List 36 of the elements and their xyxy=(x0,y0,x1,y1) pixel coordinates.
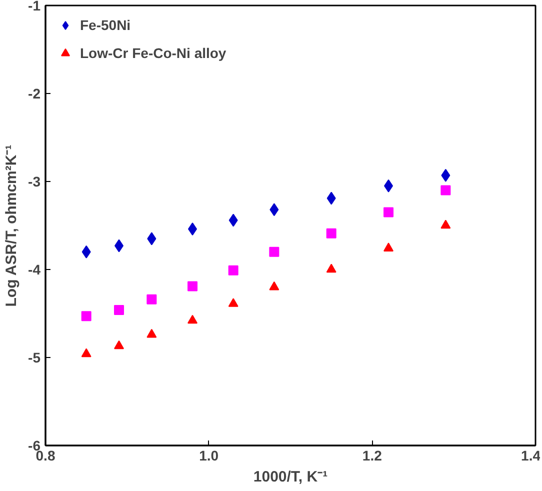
point xyxy=(269,246,280,257)
y-tick-label: -3 xyxy=(28,174,41,190)
y-tick-label: -5 xyxy=(28,350,41,366)
point xyxy=(114,340,124,350)
point xyxy=(440,220,451,229)
legend-label: Fe-50Ni xyxy=(80,17,131,33)
point xyxy=(114,304,124,315)
x-tick-label: 1.0 xyxy=(199,448,219,464)
point xyxy=(326,264,336,273)
point xyxy=(82,245,91,258)
point xyxy=(228,265,238,276)
legend-label: Low-Cr Fe-Co-Ni alloy xyxy=(80,45,226,61)
point xyxy=(188,314,198,324)
point xyxy=(228,298,238,307)
y-tick-label: -1 xyxy=(28,0,41,14)
x-axis-title: 1000/T, K⁻¹ xyxy=(253,468,328,486)
point xyxy=(384,207,394,218)
y-tick-label: -4 xyxy=(28,262,41,278)
point xyxy=(270,203,279,216)
y-axis-title: Log ASR/T, ohmcm²K⁻¹ xyxy=(3,144,20,307)
point xyxy=(326,228,336,238)
point xyxy=(81,348,92,358)
point xyxy=(188,281,198,292)
point xyxy=(384,242,394,252)
point xyxy=(326,192,336,205)
point xyxy=(81,311,92,322)
point xyxy=(146,294,157,304)
point xyxy=(269,281,280,290)
point xyxy=(228,214,238,227)
point xyxy=(146,328,157,338)
point xyxy=(441,168,450,182)
point xyxy=(440,185,451,196)
point xyxy=(147,232,156,246)
x-tick-label: 1.2 xyxy=(362,448,382,464)
x-tick-label: 1.4 xyxy=(521,448,541,464)
y-tick-label: -2 xyxy=(28,86,41,102)
